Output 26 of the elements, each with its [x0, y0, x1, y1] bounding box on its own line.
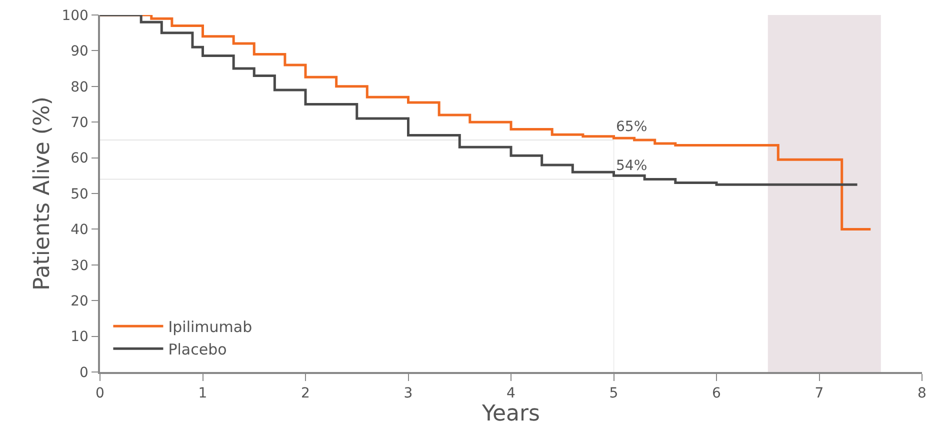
y-tick-label: 50	[70, 186, 88, 202]
ref-line-label: 54%	[616, 158, 648, 174]
y-tick-label: 60	[70, 150, 88, 167]
y-tick-label: 30	[70, 258, 88, 274]
x-tick-label: 2	[301, 386, 310, 402]
ref-line-label: 65%	[616, 119, 648, 135]
y-tick-label: 70	[70, 115, 88, 131]
y-tick-label: 20	[70, 294, 88, 310]
x-tick-label: 8	[918, 386, 926, 402]
legend-label: Placebo	[168, 340, 227, 358]
y-tick-label: 40	[70, 222, 88, 238]
x-tick-label: 3	[404, 386, 413, 402]
x-tick-label: 7	[814, 386, 824, 402]
y-tick-label: 10	[70, 329, 88, 346]
x-tick-label: 4	[506, 386, 516, 402]
y-axis-title: Patients Alive (%)	[30, 96, 56, 290]
x-tick-label: 5	[609, 386, 618, 402]
x-tick-label: 1	[198, 386, 208, 402]
x-axis-title: Years	[480, 402, 540, 427]
x-tick-label: 6	[712, 386, 722, 402]
legend-label: Ipilimumab	[168, 318, 252, 336]
y-tick-label: 80	[70, 79, 88, 96]
x-tick-label: 0	[96, 386, 104, 402]
y-tick-label: 100	[62, 8, 88, 24]
y-tick-label: 90	[70, 44, 88, 60]
y-tick-label: 0	[80, 364, 88, 381]
